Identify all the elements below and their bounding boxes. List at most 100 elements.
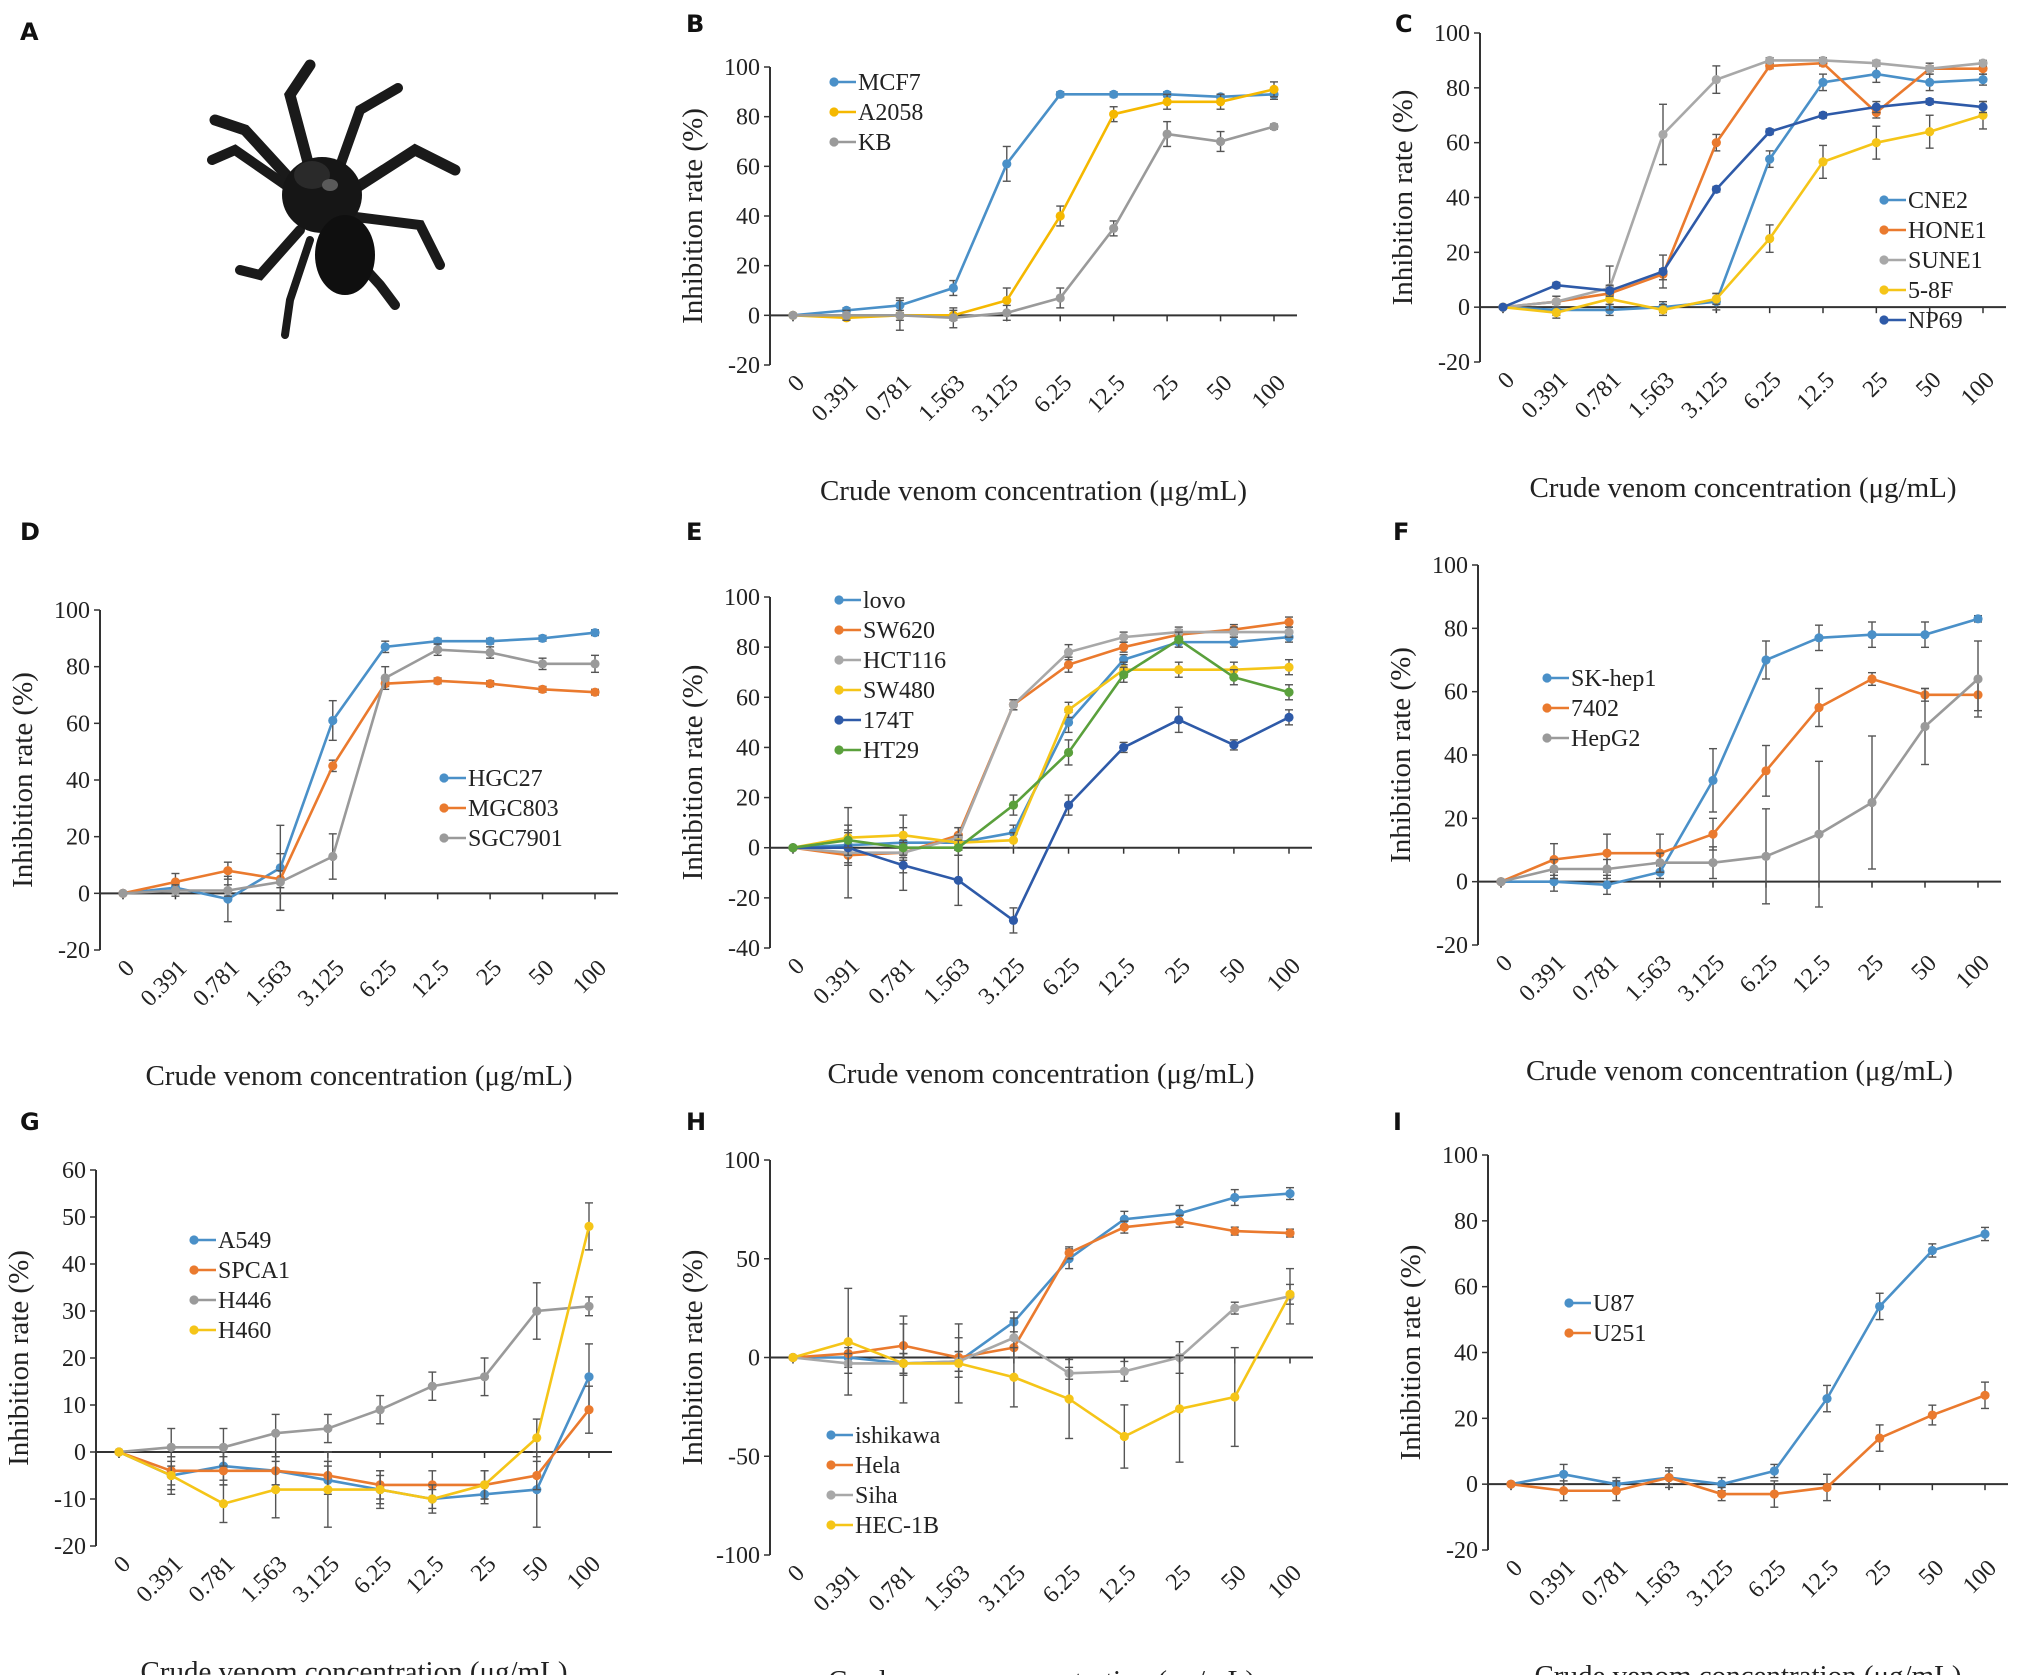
x-axis-label: Crude venom concentration (μg/mL) (1526, 1055, 1953, 1087)
y-tick-label: 100 (724, 55, 760, 81)
y-tick-label: 40 (62, 1252, 86, 1278)
x-tick-label: 6.25 (1743, 1555, 1791, 1603)
data-point (1063, 747, 1074, 758)
data-point (218, 1442, 229, 1452)
y-tick-label: 80 (66, 655, 90, 681)
data-point (537, 633, 548, 643)
data-point (1119, 1366, 1129, 1376)
data-point (1284, 627, 1294, 637)
legend-label: Hela (855, 1453, 901, 1479)
data-point (1009, 1333, 1019, 1343)
data-point (788, 843, 798, 853)
data-point (485, 647, 495, 658)
y-axis-label: Inhibition rate (%) (1395, 1245, 1427, 1461)
data-point (537, 659, 548, 669)
series-np69 (1498, 96, 1988, 312)
series-hgc27 (118, 628, 600, 923)
data-point (788, 1352, 798, 1363)
legend-marker (834, 625, 844, 635)
legend-marker (1542, 673, 1552, 683)
series-h446 (114, 1282, 594, 1467)
legend-label: H446 (218, 1288, 271, 1314)
data-point (1551, 280, 1561, 290)
x-tick-label: 12.5 (1093, 953, 1141, 1001)
data-point (328, 851, 338, 862)
data-point (1549, 864, 1559, 874)
y-tick-label: 20 (736, 254, 760, 280)
y-tick-label: 40 (1446, 186, 1470, 212)
y-tick-label: 20 (1444, 806, 1468, 832)
x-axis-label: Crude venom concentration (μg/mL) (820, 475, 1247, 507)
y-tick-label: 100 (1432, 553, 1468, 579)
data-point (1814, 829, 1824, 839)
y-tick-label: 80 (1444, 616, 1468, 642)
panel-a: A (20, 18, 478, 358)
legend-marker (834, 745, 844, 755)
data-point (1119, 1222, 1129, 1232)
x-tick-label: 12.5 (1093, 1560, 1141, 1608)
data-point (271, 1428, 281, 1438)
series-line (1502, 114, 1984, 314)
legend-marker (1542, 733, 1552, 743)
y-tick-label: -100 (716, 1543, 760, 1569)
data-point (1611, 1486, 1621, 1496)
y-tick-label: 20 (62, 1346, 86, 1372)
y-tick-label: 40 (736, 204, 760, 230)
data-point (1285, 1188, 1295, 1199)
data-point (1978, 75, 1988, 85)
y-tick-label: 20 (1446, 240, 1470, 266)
x-tick-label: 25 (472, 955, 507, 990)
data-point (380, 673, 390, 683)
data-point (1285, 1228, 1295, 1238)
data-point (843, 835, 853, 845)
data-point (1174, 715, 1184, 725)
data-point (1871, 102, 1881, 112)
data-point (1717, 1489, 1727, 1499)
y-tick-label: 0 (748, 303, 760, 329)
y-tick-label: 100 (724, 585, 760, 611)
legend-label: SK-hep1 (1571, 666, 1656, 692)
legend-label: HONE1 (1908, 218, 1987, 244)
data-point (532, 1470, 542, 1481)
y-tick-label: -20 (54, 1534, 86, 1560)
data-point (1927, 1410, 1937, 1420)
x-tick-label: 100 (1262, 953, 1306, 997)
y-tick-label: 80 (736, 635, 760, 661)
data-point (1230, 1303, 1240, 1313)
data-point (1055, 211, 1065, 221)
x-tick-label: 0.781 (1577, 1555, 1634, 1612)
legend-label: HepG2 (1571, 726, 1640, 752)
series-line (1502, 61, 1983, 309)
data-point (1973, 674, 1983, 684)
panel-letter-e: E (686, 518, 702, 546)
legend-label: lovo (863, 588, 906, 614)
y-axis-label: Inhibition rate (%) (677, 1250, 709, 1466)
data-point (1602, 880, 1612, 890)
data-point (1119, 670, 1129, 680)
x-tick-label: 3.125 (1682, 1555, 1739, 1612)
legend-label: Siha (855, 1483, 898, 1509)
series-174t (788, 706, 1294, 934)
series-ht29 (788, 631, 1294, 856)
x-tick-label: 0.781 (188, 955, 245, 1012)
data-point (1063, 647, 1074, 657)
data-point (1658, 305, 1668, 315)
legend-marker (1542, 703, 1552, 713)
y-axis-label: Inhibition rate (%) (7, 672, 39, 888)
legend-label: 5-8F (1908, 278, 1953, 304)
data-point (1063, 717, 1074, 727)
data-point (1055, 89, 1065, 99)
y-axis-label: Inhibition rate (%) (677, 665, 709, 881)
legend-label: U87 (1593, 1291, 1634, 1317)
data-point (895, 310, 905, 320)
data-point (1229, 627, 1239, 637)
legend-marker (439, 773, 449, 783)
data-point (1162, 129, 1172, 139)
data-point (1920, 630, 1930, 640)
data-point (1551, 297, 1561, 307)
data-point (584, 1405, 594, 1415)
data-point (427, 1381, 437, 1391)
series-line (1500, 678, 1979, 883)
